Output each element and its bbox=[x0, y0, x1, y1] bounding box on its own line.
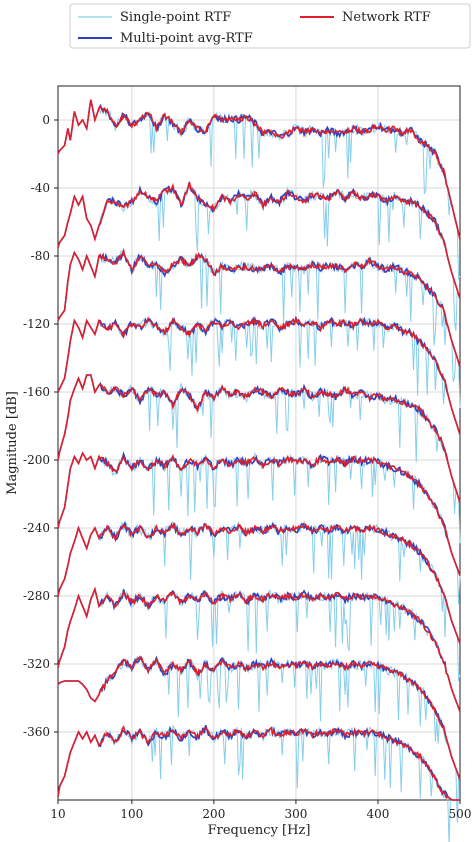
plot-frame bbox=[57, 85, 461, 801]
multi-point-avg-line bbox=[57, 724, 460, 801]
legend-label: Network RTF bbox=[342, 10, 431, 25]
y-tick-label: -80 bbox=[31, 249, 50, 263]
x-tick-label: 10 bbox=[50, 807, 65, 821]
x-tick-label: 400 bbox=[367, 807, 390, 821]
y-tick-label: -200 bbox=[23, 453, 50, 467]
x-tick-label: 500 bbox=[449, 807, 472, 821]
network-line bbox=[57, 451, 461, 576]
single-point-line bbox=[57, 99, 461, 280]
curve-group bbox=[57, 315, 461, 435]
network-line bbox=[57, 724, 460, 801]
y-tick-label: 0 bbox=[42, 113, 50, 127]
network-line bbox=[57, 99, 461, 240]
curve-group bbox=[57, 99, 461, 280]
y-tick-label: -280 bbox=[23, 589, 50, 603]
y-tick-label: -240 bbox=[23, 521, 50, 535]
network-line bbox=[57, 374, 461, 503]
legend-label: Single-point RTF bbox=[120, 10, 231, 25]
network-line bbox=[57, 316, 461, 435]
curve-group bbox=[57, 247, 461, 409]
legend: Single-point RTF Multi-point avg-RTF Netwo… bbox=[69, 3, 471, 49]
network-line bbox=[57, 522, 461, 644]
multi-point-avg-line bbox=[57, 315, 461, 435]
x-tick-label: 300 bbox=[284, 807, 307, 821]
y-axis-label: Magnitude [dB] bbox=[5, 391, 20, 495]
curve-group bbox=[57, 451, 461, 605]
network-line bbox=[57, 586, 461, 712]
y-tick-label: -360 bbox=[23, 725, 50, 739]
single-point-line bbox=[57, 316, 461, 435]
curve-group bbox=[57, 180, 461, 332]
y-tick-label: -40 bbox=[31, 181, 50, 195]
curve-group bbox=[57, 520, 461, 682]
curve-group bbox=[57, 655, 461, 823]
network-line bbox=[57, 181, 461, 299]
curve-group bbox=[57, 724, 460, 842]
y-tick-label: -320 bbox=[23, 657, 50, 671]
y-axis-ticks: 0 -40 -80 -120 -160 -200 -240 -280 -320 -360 bbox=[23, 113, 58, 739]
x-tick-label: 200 bbox=[202, 807, 225, 821]
x-axis-label: Frequency [Hz] bbox=[208, 823, 311, 838]
curve-group bbox=[57, 374, 461, 544]
y-tick-label: -120 bbox=[23, 317, 50, 331]
multi-point-avg-line bbox=[57, 655, 461, 780]
y-tick-label: -160 bbox=[23, 385, 50, 399]
x-tick-label: 100 bbox=[120, 807, 143, 821]
network-line bbox=[57, 247, 461, 367]
legend-label: Multi-point avg-RTF bbox=[120, 31, 253, 46]
legend-box bbox=[69, 3, 471, 49]
single-point-line bbox=[57, 374, 461, 544]
series-curves bbox=[57, 99, 461, 842]
multi-point-avg-line bbox=[57, 451, 461, 576]
curve-group bbox=[57, 586, 461, 712]
network-line bbox=[57, 655, 461, 780]
x-axis-ticks: 10 100 200 300 400 500 bbox=[50, 800, 471, 821]
